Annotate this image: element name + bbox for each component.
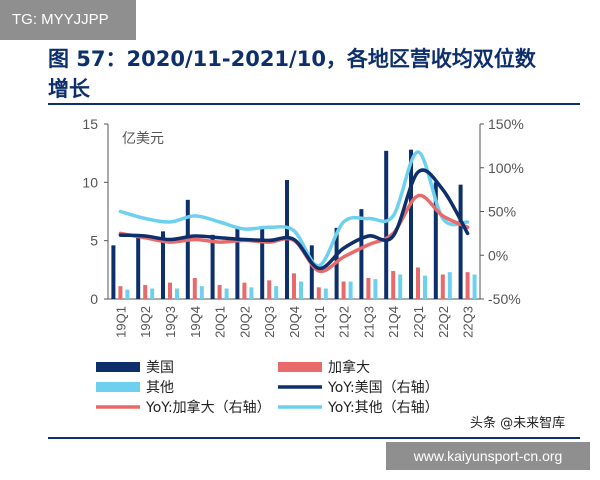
legend-label: 美国 — [146, 360, 174, 376]
x-tick-label: 20Q4 — [287, 306, 302, 338]
legend-swatch-us — [96, 362, 140, 372]
bar-canada — [267, 280, 272, 299]
figure-title-line1: 图 57：2020/11-2021/10，各地区营收均双位数 — [48, 47, 536, 71]
x-tick-label: 22Q3 — [461, 306, 476, 338]
left-tick-label: 10 — [82, 174, 98, 190]
bar-canada — [341, 281, 346, 299]
bar-canada — [168, 282, 172, 299]
bar-us — [458, 184, 463, 299]
bar-canada — [391, 271, 396, 299]
bar-us — [136, 234, 141, 299]
legend-label: YoY:美国（右轴） — [327, 380, 439, 396]
chart-labels: 0 5 10 15 -50% 0% 50% 100% 150% 亿美元 19Q1 19Q2 19Q3 19… — [82, 116, 523, 338]
x-tick-label: 20Q1 — [213, 306, 228, 338]
bar-other — [249, 287, 254, 299]
bar-other — [199, 286, 204, 299]
bar-canada — [292, 273, 296, 299]
website-badge: www.kaiyunsport-cn.org — [386, 442, 590, 470]
title-rule — [48, 103, 580, 105]
legend-item: YoY:加拿大（右轴） — [96, 399, 271, 416]
legend-label: 加拿大 — [328, 359, 370, 376]
bar-canada — [118, 286, 123, 299]
line-yoy_other — [118, 150, 470, 268]
bar-other — [348, 281, 353, 299]
bar-us — [359, 209, 364, 299]
legend-label: YoY:其他（右轴） — [327, 400, 439, 416]
bar-us — [161, 231, 165, 299]
x-tick-label: 21Q2 — [337, 306, 352, 338]
bar-other — [472, 274, 477, 299]
x-tick-label: 20Q3 — [262, 306, 277, 338]
bar-canada — [440, 274, 445, 299]
x-tick-label: 21Q3 — [361, 306, 376, 338]
legend-label: YoY:加拿大（右轴） — [145, 399, 271, 416]
figure-title: 图 57：2020/11-2021/10，各地区营收均双位数 增长 — [48, 44, 588, 104]
telegram-badge: TG: MYYJJPP — [0, 0, 136, 40]
legend-label: 其他 — [146, 380, 174, 396]
x-tick-label: 19Q3 — [163, 306, 178, 338]
figure-title-line2: 增长 — [48, 77, 90, 101]
line-yoy_us — [118, 168, 470, 271]
bar-us — [309, 245, 314, 299]
bar-other — [150, 288, 155, 299]
x-tick-label: 19Q4 — [188, 306, 203, 338]
x-tick-label: 21Q4 — [386, 306, 401, 338]
bar-us — [210, 234, 215, 299]
left-tick-label: 0 — [90, 291, 98, 307]
legend-item: 美国 — [96, 360, 174, 376]
bar-other — [373, 279, 378, 299]
bar-canada — [465, 272, 470, 299]
bar-canada — [416, 267, 420, 299]
bar-us — [409, 149, 413, 299]
bar-canada — [143, 285, 148, 299]
unit-label: 亿美元 — [122, 131, 164, 147]
bar-us — [384, 150, 389, 299]
legend-item: YoY:其他（右轴） — [278, 400, 439, 416]
right-tick-label: 100% — [488, 160, 524, 176]
x-tick-label: 19Q1 — [113, 306, 128, 338]
bar-us — [235, 227, 240, 299]
bar-other — [274, 286, 279, 299]
bar-other — [175, 288, 179, 299]
legend-swatch-other — [96, 382, 140, 392]
legend-item: YoY:美国（右轴） — [278, 380, 439, 396]
chart-lines — [118, 150, 470, 274]
bar-canada — [192, 278, 197, 299]
bar-other — [299, 281, 303, 299]
legend-item: 其他 — [96, 380, 174, 396]
bar-other — [224, 288, 229, 299]
bar-other — [323, 288, 328, 299]
bar-canada — [217, 285, 222, 299]
bar-canada — [316, 287, 321, 299]
bar-other — [447, 272, 452, 299]
left-tick-label: 15 — [82, 116, 98, 132]
bar-us — [433, 182, 438, 299]
legend-item: 加拿大 — [278, 359, 370, 376]
right-tick-label: 150% — [488, 116, 524, 132]
right-tick-label: 50% — [488, 204, 516, 220]
x-tick-label: 21Q1 — [312, 306, 327, 338]
x-tick-label: 22Q1 — [411, 306, 426, 338]
bar-other — [423, 275, 427, 299]
bar-us — [185, 199, 190, 299]
x-tick-label: 20Q2 — [237, 306, 252, 338]
bar-other — [398, 274, 403, 299]
bar-other — [125, 289, 130, 299]
right-tick-label: 0% — [488, 247, 508, 263]
line-yoy_canada — [118, 193, 470, 274]
source-watermark: 头条 @未来智库 — [470, 416, 566, 431]
bar-us — [260, 226, 265, 299]
bar-us — [111, 245, 116, 299]
right-tick-label: -50% — [488, 291, 521, 307]
x-tick-label: 19Q2 — [138, 306, 153, 338]
chart-bars — [111, 149, 477, 299]
bar-canada — [366, 278, 371, 299]
left-tick-label: 5 — [90, 233, 98, 249]
bar-canada — [242, 282, 247, 299]
legend-swatch-canada — [278, 362, 322, 372]
x-tick-label: 22Q2 — [436, 306, 451, 338]
